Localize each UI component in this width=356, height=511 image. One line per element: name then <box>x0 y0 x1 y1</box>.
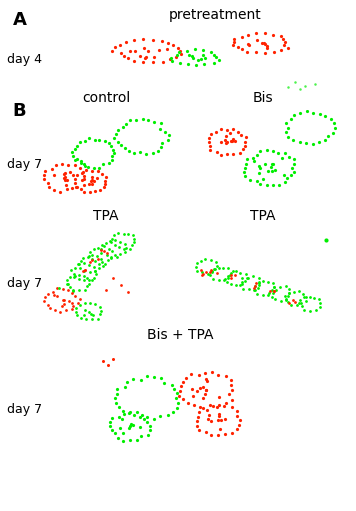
Text: TPA: TPA <box>93 210 119 223</box>
Text: Bis + TPA: Bis + TPA <box>147 329 214 342</box>
Text: A: A <box>12 11 26 29</box>
Text: pretreatment: pretreatment <box>169 8 262 21</box>
Text: day 7: day 7 <box>7 403 42 416</box>
Text: day 4: day 4 <box>7 53 42 66</box>
Text: day 7: day 7 <box>7 277 42 290</box>
Text: control: control <box>82 91 130 105</box>
Text: day 7: day 7 <box>7 158 42 171</box>
Text: Bis: Bis <box>252 91 273 105</box>
Text: B: B <box>12 102 26 120</box>
Text: TPA: TPA <box>250 210 275 223</box>
